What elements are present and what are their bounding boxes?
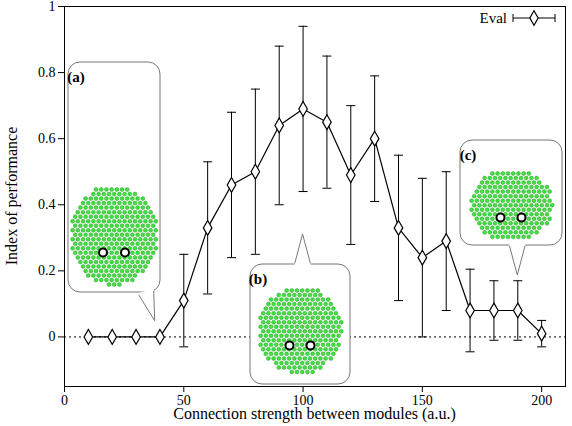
svg-text:0.2: 0.2 bbox=[38, 263, 56, 278]
svg-text:0: 0 bbox=[49, 329, 56, 344]
svg-text:0.8: 0.8 bbox=[38, 65, 56, 80]
svg-text:0.4: 0.4 bbox=[38, 197, 56, 212]
svg-text:(a): (a) bbox=[67, 69, 85, 86]
svg-text:0.6: 0.6 bbox=[38, 131, 56, 146]
svg-text:1: 1 bbox=[49, 0, 56, 14]
svg-text:200: 200 bbox=[531, 393, 552, 408]
svg-text:Eval: Eval bbox=[480, 10, 508, 26]
svg-text:0: 0 bbox=[61, 393, 68, 408]
svg-text:50: 50 bbox=[176, 393, 191, 409]
svg-text:Index of performance: Index of performance bbox=[3, 127, 21, 266]
svg-text:(b): (b) bbox=[249, 271, 267, 288]
svg-text:Connection strength between mo: Connection strength between modules (a.u… bbox=[173, 405, 456, 423]
svg-text:(c): (c) bbox=[460, 147, 477, 164]
svg-text:100: 100 bbox=[292, 393, 314, 409]
svg-text:150: 150 bbox=[411, 393, 433, 409]
